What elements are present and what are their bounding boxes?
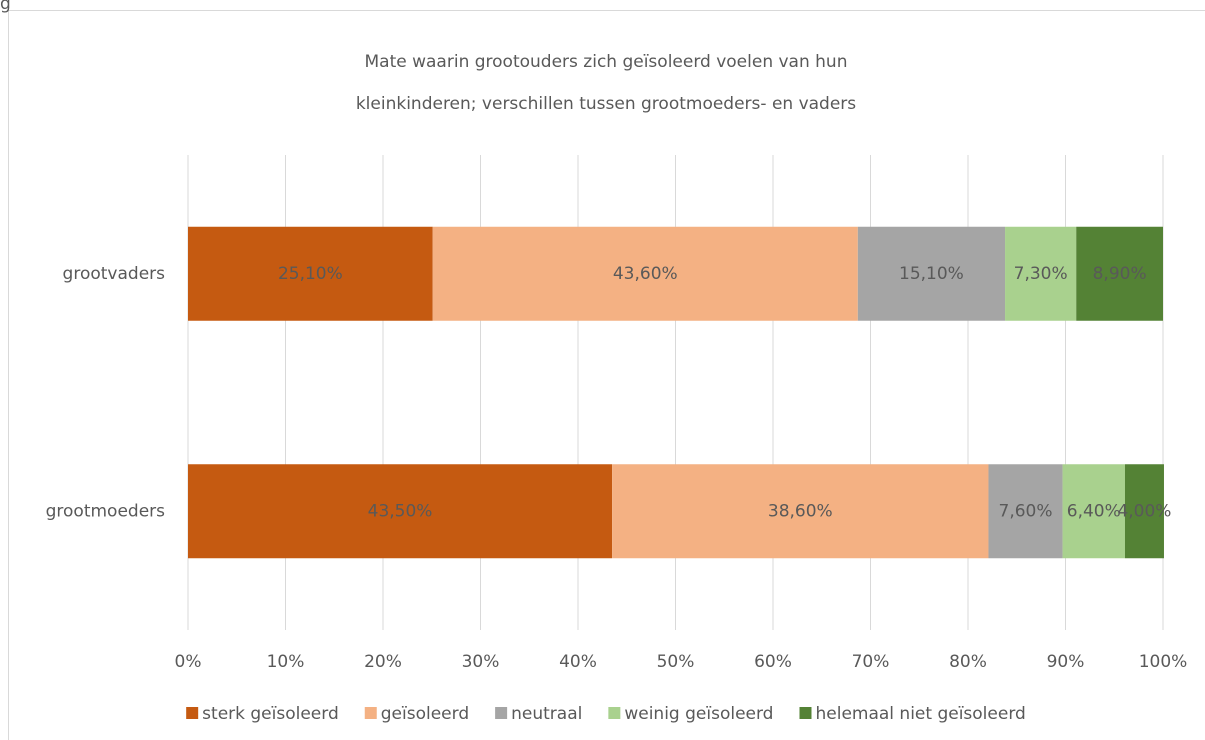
legend-swatch bbox=[495, 707, 508, 719]
legend-label: geïsoleerd bbox=[381, 704, 469, 724]
data-label: 38,60% bbox=[768, 501, 833, 521]
legend-swatch bbox=[186, 707, 199, 719]
data-label: 8,90% bbox=[1093, 264, 1147, 284]
bar-segment bbox=[1005, 226, 1077, 321]
x-tick-label: 50% bbox=[657, 652, 695, 672]
data-label: 7,30% bbox=[1014, 264, 1068, 284]
data-label: 43,60% bbox=[613, 264, 678, 284]
bar-segment bbox=[188, 464, 613, 559]
data-label: 4,00% bbox=[1117, 501, 1171, 521]
data-label: 43,50% bbox=[368, 501, 433, 521]
bar-segment bbox=[988, 464, 1063, 559]
legend-swatch bbox=[608, 707, 621, 719]
x-tick-label: 40% bbox=[559, 652, 597, 672]
data-label: 7,60% bbox=[999, 501, 1053, 521]
x-tick-label: 30% bbox=[462, 652, 500, 672]
x-tick-label: 20% bbox=[364, 652, 402, 672]
legend-label: sterk geïsoleerd bbox=[202, 704, 339, 724]
data-label: 15,10% bbox=[899, 264, 964, 284]
bar-segment bbox=[188, 226, 433, 321]
bar-segment bbox=[432, 226, 858, 321]
bar-segment bbox=[1124, 464, 1164, 559]
legend-label: neutraal bbox=[511, 704, 582, 724]
legend-label: helemaal niet geïsoleerd bbox=[815, 704, 1025, 724]
x-tick-label: 80% bbox=[949, 652, 987, 672]
legend-swatch bbox=[364, 707, 377, 719]
legend-label: weinig geïsoleerd bbox=[624, 704, 773, 724]
x-tick-label: 90% bbox=[1047, 652, 1085, 672]
chart-title: Mate waarin grootouders zich geïsoleerd … bbox=[365, 52, 848, 72]
bar-segment bbox=[1062, 464, 1125, 559]
chart-frame bbox=[8, 10, 1205, 740]
bar-segment bbox=[1076, 226, 1163, 321]
data-label: 25,10% bbox=[278, 264, 343, 284]
data-label: 6,40% bbox=[1067, 501, 1121, 521]
y-tick-label: grootmoeders bbox=[46, 501, 166, 521]
bar-segment bbox=[857, 226, 1006, 321]
x-tick-label: 10% bbox=[267, 652, 305, 672]
corner-text: g bbox=[0, 0, 11, 14]
y-tick-label: grootvaders bbox=[63, 264, 166, 284]
chart-title: kleinkinderen; verschillen tussen grootm… bbox=[356, 94, 856, 114]
x-tick-label: 100% bbox=[1139, 652, 1188, 672]
x-tick-label: 60% bbox=[754, 652, 792, 672]
bar-segment bbox=[612, 464, 989, 559]
x-tick-label: 0% bbox=[175, 652, 202, 672]
x-tick-label: 70% bbox=[852, 652, 890, 672]
legend-swatch bbox=[799, 707, 812, 719]
